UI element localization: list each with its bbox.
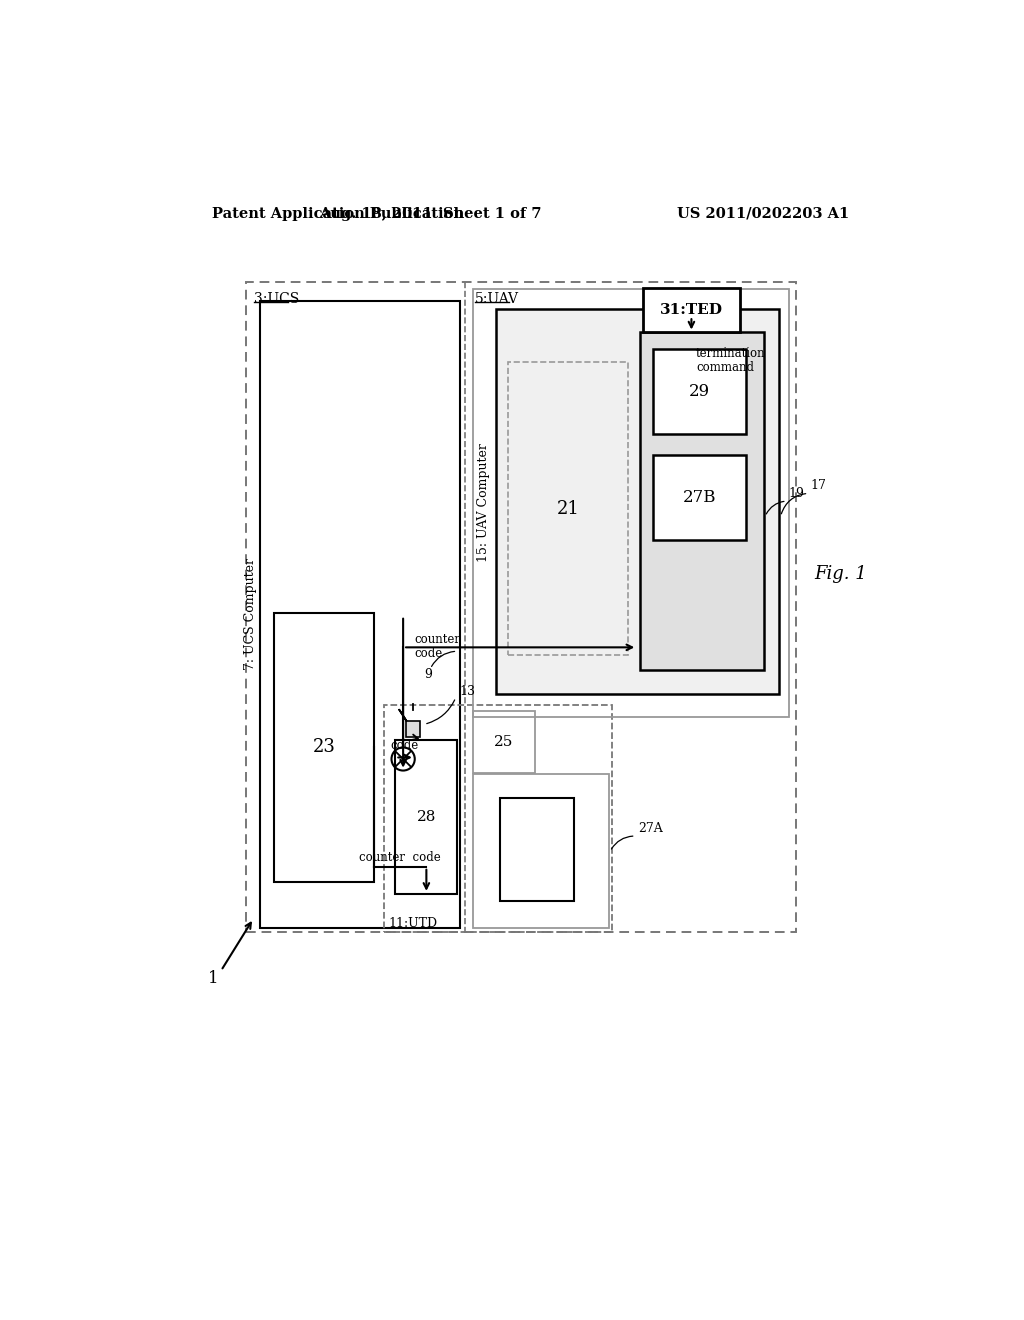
Text: 11:UTD: 11:UTD	[388, 916, 437, 929]
Text: 5:UAV: 5:UAV	[475, 292, 519, 305]
FancyBboxPatch shape	[643, 288, 740, 333]
FancyBboxPatch shape	[652, 455, 745, 540]
FancyBboxPatch shape	[407, 721, 420, 738]
Text: 13: 13	[460, 685, 476, 698]
Text: 19: 19	[788, 487, 804, 500]
Text: Fig. 1: Fig. 1	[814, 565, 866, 583]
Text: 27B: 27B	[682, 488, 716, 506]
Text: 17: 17	[810, 479, 826, 492]
Text: 3:UCS: 3:UCS	[254, 292, 300, 305]
Text: 27A: 27A	[638, 822, 663, 834]
Text: 7: UCS Computer: 7: UCS Computer	[244, 558, 257, 671]
Text: 15: UAV Computer: 15: UAV Computer	[477, 444, 490, 562]
Text: code: code	[414, 647, 442, 660]
Text: 25: 25	[495, 735, 514, 748]
Text: 21: 21	[556, 500, 580, 517]
Text: 23: 23	[312, 738, 336, 756]
FancyBboxPatch shape	[496, 309, 779, 693]
FancyBboxPatch shape	[652, 350, 745, 434]
Text: Aug. 18, 2011  Sheet 1 of 7: Aug. 18, 2011 Sheet 1 of 7	[319, 207, 542, 220]
Text: termination: termination	[696, 347, 766, 360]
Text: 31:TED: 31:TED	[660, 304, 723, 317]
Text: 29: 29	[688, 383, 710, 400]
Text: 9: 9	[424, 668, 432, 681]
Text: code: code	[390, 739, 419, 752]
FancyBboxPatch shape	[640, 331, 764, 671]
Text: counter  code: counter code	[359, 851, 441, 865]
Text: 1: 1	[208, 970, 218, 987]
Text: Patent Application Publication: Patent Application Publication	[212, 207, 464, 220]
Text: counter: counter	[414, 634, 460, 647]
Text: 28: 28	[417, 809, 436, 824]
Text: US 2011/0202203 A1: US 2011/0202203 A1	[677, 207, 850, 220]
Text: command: command	[696, 360, 754, 374]
